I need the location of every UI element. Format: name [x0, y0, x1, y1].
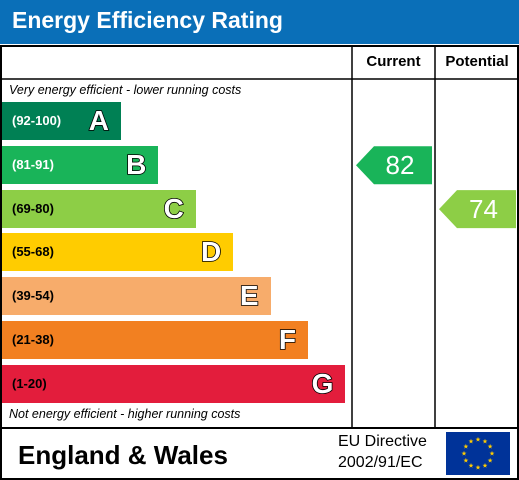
eu-star-icon [489, 450, 495, 456]
current-rating-arrow [356, 146, 432, 185]
band-letter: C [163, 192, 185, 225]
eu-star-icon [463, 443, 469, 449]
eu-star-icon [461, 450, 467, 456]
band-range: (21-38) [12, 332, 54, 347]
band-letter: E [239, 279, 259, 312]
directive-line-2: 2002/91/EC [338, 454, 423, 471]
potential-rating-arrow [439, 190, 516, 229]
eu-star-icon [468, 463, 474, 468]
header-bar: Energy Efficiency Rating [0, 0, 519, 44]
band-letter: F [278, 323, 297, 356]
band-b: (81-91) B [2, 145, 159, 184]
band-range: (81-91) [12, 156, 54, 172]
eu-star-icon [487, 457, 493, 463]
band-letter: G [311, 367, 334, 400]
eu-star-icon [468, 438, 474, 444]
page-title: Energy Efficiency Rating [12, 7, 283, 33]
band-range: (1-20) [12, 375, 47, 391]
outer-border [0, 45, 519, 480]
potential-column-header: Potential [445, 53, 509, 70]
band-range: (39-54) [12, 288, 54, 304]
band-letter: A [88, 104, 110, 137]
inefficient-note: Not energy efficient - higher running co… [9, 407, 241, 421]
band-range: (55-68) [12, 244, 54, 260]
band-a: (92-100) A [2, 102, 121, 140]
current-column-header: Current [366, 53, 421, 70]
eu-star-icon [482, 438, 488, 444]
band-c: (69-80) C [2, 189, 196, 228]
current-rating-value: 82 [385, 150, 415, 181]
band-letter: B [125, 148, 147, 181]
potential-rating-value: 74 [469, 194, 498, 225]
band-range: (92-100) [12, 113, 62, 128]
band-d: (55-68) D [2, 233, 234, 272]
eu-star-icon [482, 463, 488, 468]
efficient-note: Very energy efficient - lower running co… [9, 83, 242, 97]
directive-line-1: EU Directive [338, 433, 427, 450]
band-range: (69-80) [12, 200, 54, 216]
band-letter: D [200, 236, 222, 269]
region-label: England & Wales [18, 440, 228, 470]
band-g: (1-20) G [2, 364, 346, 403]
band-f: (21-38) F [2, 321, 308, 359]
eu-star-icon [487, 443, 493, 449]
band-e: (39-54) E [2, 277, 271, 316]
eu-star-icon [475, 464, 481, 470]
eu-star-icon [475, 436, 481, 442]
eu-star-icon [463, 457, 469, 463]
eu-flag-icon [446, 432, 510, 475]
